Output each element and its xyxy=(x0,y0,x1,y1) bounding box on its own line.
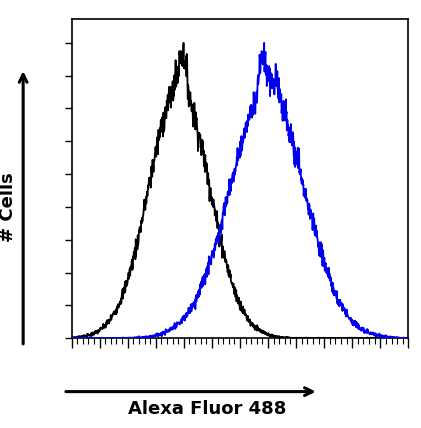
Text: # Cells: # Cells xyxy=(0,172,16,242)
Text: Alexa Fluor 488: Alexa Fluor 488 xyxy=(128,400,287,418)
